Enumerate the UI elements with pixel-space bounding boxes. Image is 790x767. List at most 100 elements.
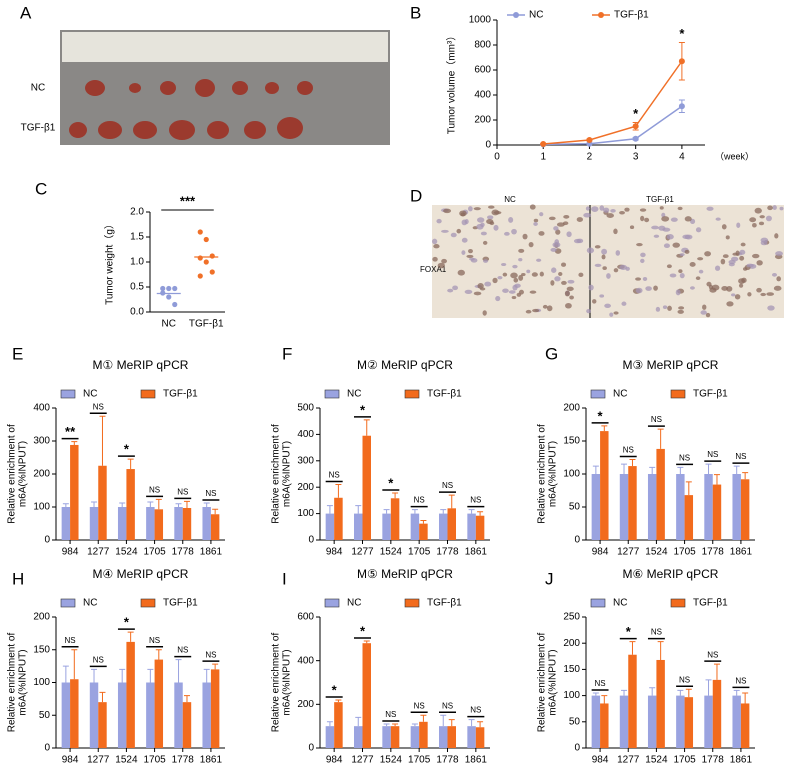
bar [419,523,428,540]
bar [656,448,665,540]
y-tick-label: 100 [33,502,50,513]
x-tick-label: 1861 [465,755,488,766]
panel-letter: C [35,179,47,198]
nucleus [774,233,779,239]
x-tick-label: 0 [494,152,500,163]
bar [126,641,135,748]
y-tick-label: 0 [574,535,580,546]
nucleus [533,218,539,223]
nucleus [775,251,783,256]
nucleus [706,206,714,211]
nucleus [473,291,482,296]
error-bar [212,508,219,515]
nucleus [726,301,734,307]
chart-title: M⑤ MeRIP qPCR [357,567,453,581]
bar [354,726,363,748]
y-tick-label: 600 [297,612,314,623]
y-axis-label: m6A(%INPUT) [548,649,559,715]
error-bar [468,719,475,727]
nucleus [561,262,567,267]
error-bar [657,641,664,660]
nucleus [635,277,642,281]
nucleus [511,295,517,300]
nucleus [586,247,595,254]
error-bar [155,649,162,660]
nucleus [432,238,438,245]
nucleus [661,216,670,222]
error-bar [119,502,126,507]
nucleus [512,264,518,269]
x-tick-label: 1861 [200,755,223,766]
bar [182,702,192,748]
legend-swatch [670,598,686,608]
bar [325,513,335,540]
y-tick-label: 100 [297,508,314,519]
nucleus [610,209,616,213]
legend-label: NC [529,10,543,21]
error-bar [62,503,69,507]
series-line [543,105,683,146]
nucleus [720,258,726,265]
nucleus [679,272,685,279]
legend-swatch [670,389,686,399]
x-tick-label: 984 [326,547,343,558]
bar [439,513,448,540]
error-bar [742,472,749,480]
error-bar [411,509,418,514]
bar [117,507,127,540]
nucleus [516,292,522,297]
point [632,135,639,142]
nucleus [565,302,572,309]
error-bar [326,721,333,727]
bar [439,726,448,748]
nucleus [518,248,525,253]
point [197,229,203,235]
nucleus [636,242,643,247]
nucleus [492,277,498,284]
nucleus [689,262,696,267]
x-tick-label: 984 [592,547,609,558]
nucleus [518,274,524,281]
nucleus [603,207,610,213]
x-tick-label: 1524 [645,755,668,766]
y-tick-label: 0.5 [130,282,144,293]
tumor [244,121,266,139]
nucleus [740,242,746,247]
legend-label: TGF-β1 [163,598,198,609]
nucleus [731,293,736,297]
nucleus [558,271,563,277]
nucleus [732,252,738,256]
y-tick-label: 200 [474,115,491,126]
y-tick-label: 500 [297,403,314,414]
y-axis-label: Relative enrichment of [271,633,282,733]
bar [334,702,343,748]
y-tick-label: 100 [33,677,50,688]
y-tick-label: 200 [33,469,50,480]
error-bar [440,714,447,727]
bar [740,479,750,540]
error-bar [147,501,154,507]
bar [70,444,79,540]
y-tick-label: 150 [563,664,580,675]
annotation: NS [385,710,396,719]
nucleus [529,204,536,210]
nucleus [754,207,762,214]
nucleus [721,286,729,291]
annotation: * [679,26,685,41]
nucleus [640,215,645,222]
nucleus [640,252,646,258]
bar [61,507,71,540]
point [632,123,639,130]
row-label: NC [31,83,45,94]
nucleus [771,273,777,277]
nucleus [609,312,614,317]
error-bar [705,679,712,696]
nucleus [468,249,473,254]
nucleus [738,278,746,284]
nucleus [550,280,555,286]
nucleus [513,277,519,283]
nucleus [592,299,597,304]
nucleus [456,228,462,234]
nucleus [450,232,457,238]
bar [712,679,722,748]
